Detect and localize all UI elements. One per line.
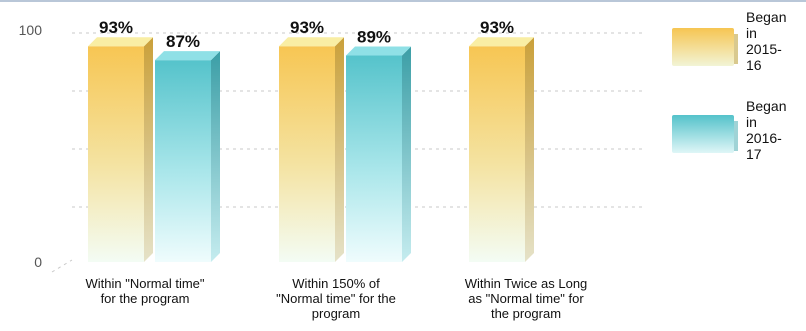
data-label: 87% (166, 32, 200, 51)
bar (88, 46, 144, 262)
bar-side (211, 51, 220, 262)
legend-label: in (746, 114, 757, 130)
bar (155, 60, 211, 262)
legend-swatch (672, 28, 734, 66)
bar-top (279, 37, 344, 47)
category-label: for the program (101, 291, 190, 306)
category-label: the program (491, 306, 561, 321)
category-label: as "Normal time" for (468, 291, 584, 306)
legend-swatch (672, 115, 734, 153)
category-label: "Normal time" for the (276, 291, 396, 306)
data-label: 93% (99, 18, 133, 37)
bar-side (335, 37, 344, 262)
y-tick-label: 0 (34, 254, 42, 270)
legend-label: in (746, 25, 757, 41)
bar-top (88, 37, 153, 47)
data-label: 93% (290, 18, 324, 37)
legend-label: Began (746, 98, 786, 114)
legend-swatch-side (734, 121, 738, 151)
category-label: Within 150% of (292, 276, 380, 291)
bar (469, 46, 525, 262)
legend-label: 2015- (746, 41, 782, 57)
bar-top (346, 46, 411, 56)
bar (279, 46, 335, 262)
legend-label: 17 (746, 146, 762, 162)
axis-floor-edge (51, 259, 73, 273)
category-label: Within "Normal time" (85, 276, 204, 291)
legend-label: 16 (746, 57, 762, 73)
data-label: 89% (357, 28, 391, 47)
bar-top (155, 51, 220, 61)
bar (346, 55, 402, 262)
data-label: 93% (480, 18, 514, 37)
bar-side (144, 37, 153, 262)
legend-label: Began (746, 9, 786, 25)
legend-label: 2016- (746, 130, 782, 146)
category-label: program (312, 306, 360, 321)
legend-swatch-side (734, 34, 738, 64)
y-tick-label: 100 (19, 22, 43, 38)
category-label: Within Twice as Long (465, 276, 588, 291)
bar-side (402, 46, 411, 262)
bar-side (525, 37, 534, 262)
bar-top (469, 37, 534, 47)
